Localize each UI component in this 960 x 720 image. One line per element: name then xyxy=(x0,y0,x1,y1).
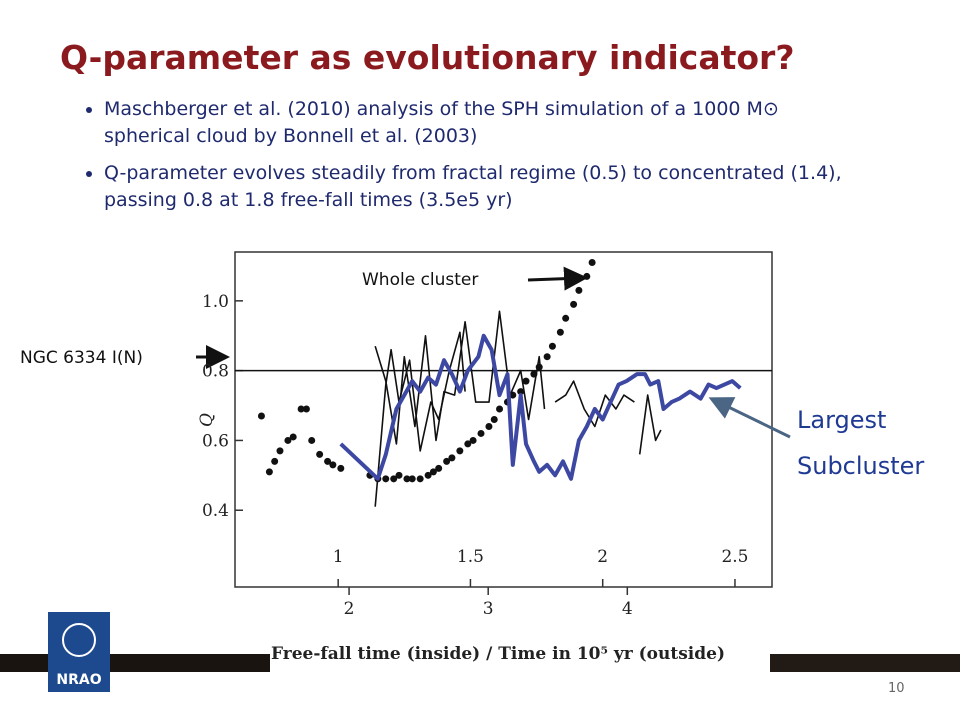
x-tick-label: 1.5 xyxy=(457,547,484,567)
dot xyxy=(517,388,525,396)
x-tick-label: 2.5 xyxy=(721,547,748,567)
dot xyxy=(416,475,424,483)
dot xyxy=(556,328,564,336)
y-tick-label: 1.0 xyxy=(202,292,229,312)
dot xyxy=(382,475,390,483)
dot xyxy=(496,405,504,413)
dot xyxy=(316,450,324,458)
x-tick-label: 1 xyxy=(333,547,344,567)
dot xyxy=(448,454,456,462)
dot xyxy=(575,286,583,294)
x2-tick-label: 4 xyxy=(622,599,633,619)
dot xyxy=(424,471,432,479)
dot xyxy=(583,272,591,280)
bullet-list: Maschberger et al. (2010) analysis of th… xyxy=(80,96,864,224)
dot xyxy=(490,416,498,423)
logo-dish xyxy=(62,623,96,657)
dot xyxy=(284,436,292,444)
dot xyxy=(543,353,551,361)
dot xyxy=(403,475,411,483)
dot xyxy=(390,475,398,483)
annotation: Subcluster xyxy=(797,452,924,480)
page-number: 10 xyxy=(888,681,905,696)
plot-frame xyxy=(234,251,773,588)
dot xyxy=(548,342,556,350)
arrow xyxy=(527,266,588,291)
dot xyxy=(469,436,477,444)
dot xyxy=(570,300,578,308)
dot xyxy=(257,412,265,420)
dot xyxy=(271,457,279,465)
dot xyxy=(395,471,403,479)
x2-tick-label: 3 xyxy=(483,599,494,619)
x2-tick-label: 2 xyxy=(344,599,355,619)
arrow xyxy=(708,397,791,439)
y-tick-label: 0.4 xyxy=(202,501,229,521)
series-line xyxy=(339,333,742,481)
dot xyxy=(265,468,273,476)
dot xyxy=(302,405,310,413)
logo-text: NRAO xyxy=(56,672,101,688)
y-axis-label: Q xyxy=(197,413,217,427)
slide-title: Q-parameter as evolutionary indicator? xyxy=(60,38,795,77)
dot xyxy=(337,464,345,472)
dot xyxy=(588,258,596,266)
x-tick-label: 2 xyxy=(597,547,608,567)
band xyxy=(110,654,270,672)
bullet: Maschberger et al. (2010) analysis of th… xyxy=(104,96,864,150)
dot xyxy=(435,464,443,472)
series-line xyxy=(554,380,635,428)
dot xyxy=(464,440,472,448)
band xyxy=(0,654,48,672)
dot xyxy=(443,457,451,465)
annotation: Whole cluster xyxy=(362,270,478,290)
bullet: Q-parameter evolves steadily from fracta… xyxy=(104,160,864,214)
dot xyxy=(329,461,337,469)
dot xyxy=(485,422,493,430)
annotation: Largest xyxy=(797,406,886,434)
dot xyxy=(289,433,297,441)
x-axis-label: Free-fall time (inside) / Time in 10⁵ yr… xyxy=(271,644,725,664)
dot xyxy=(429,468,437,476)
dot xyxy=(276,447,284,455)
dot xyxy=(324,457,332,465)
series-line xyxy=(374,331,466,507)
dot xyxy=(456,447,464,455)
dot xyxy=(408,475,416,483)
dot xyxy=(522,377,530,385)
series-line xyxy=(638,394,662,455)
y-tick-label: 0.6 xyxy=(202,431,229,451)
logo-box xyxy=(48,612,110,692)
reference-label: NGC 6334 I(N) xyxy=(20,348,143,368)
dot xyxy=(562,314,570,322)
dot xyxy=(477,429,485,437)
band xyxy=(770,654,960,672)
series-line xyxy=(374,310,546,445)
dot xyxy=(308,436,316,444)
y-tick-label: 0.8 xyxy=(202,362,229,382)
dot xyxy=(297,405,305,413)
